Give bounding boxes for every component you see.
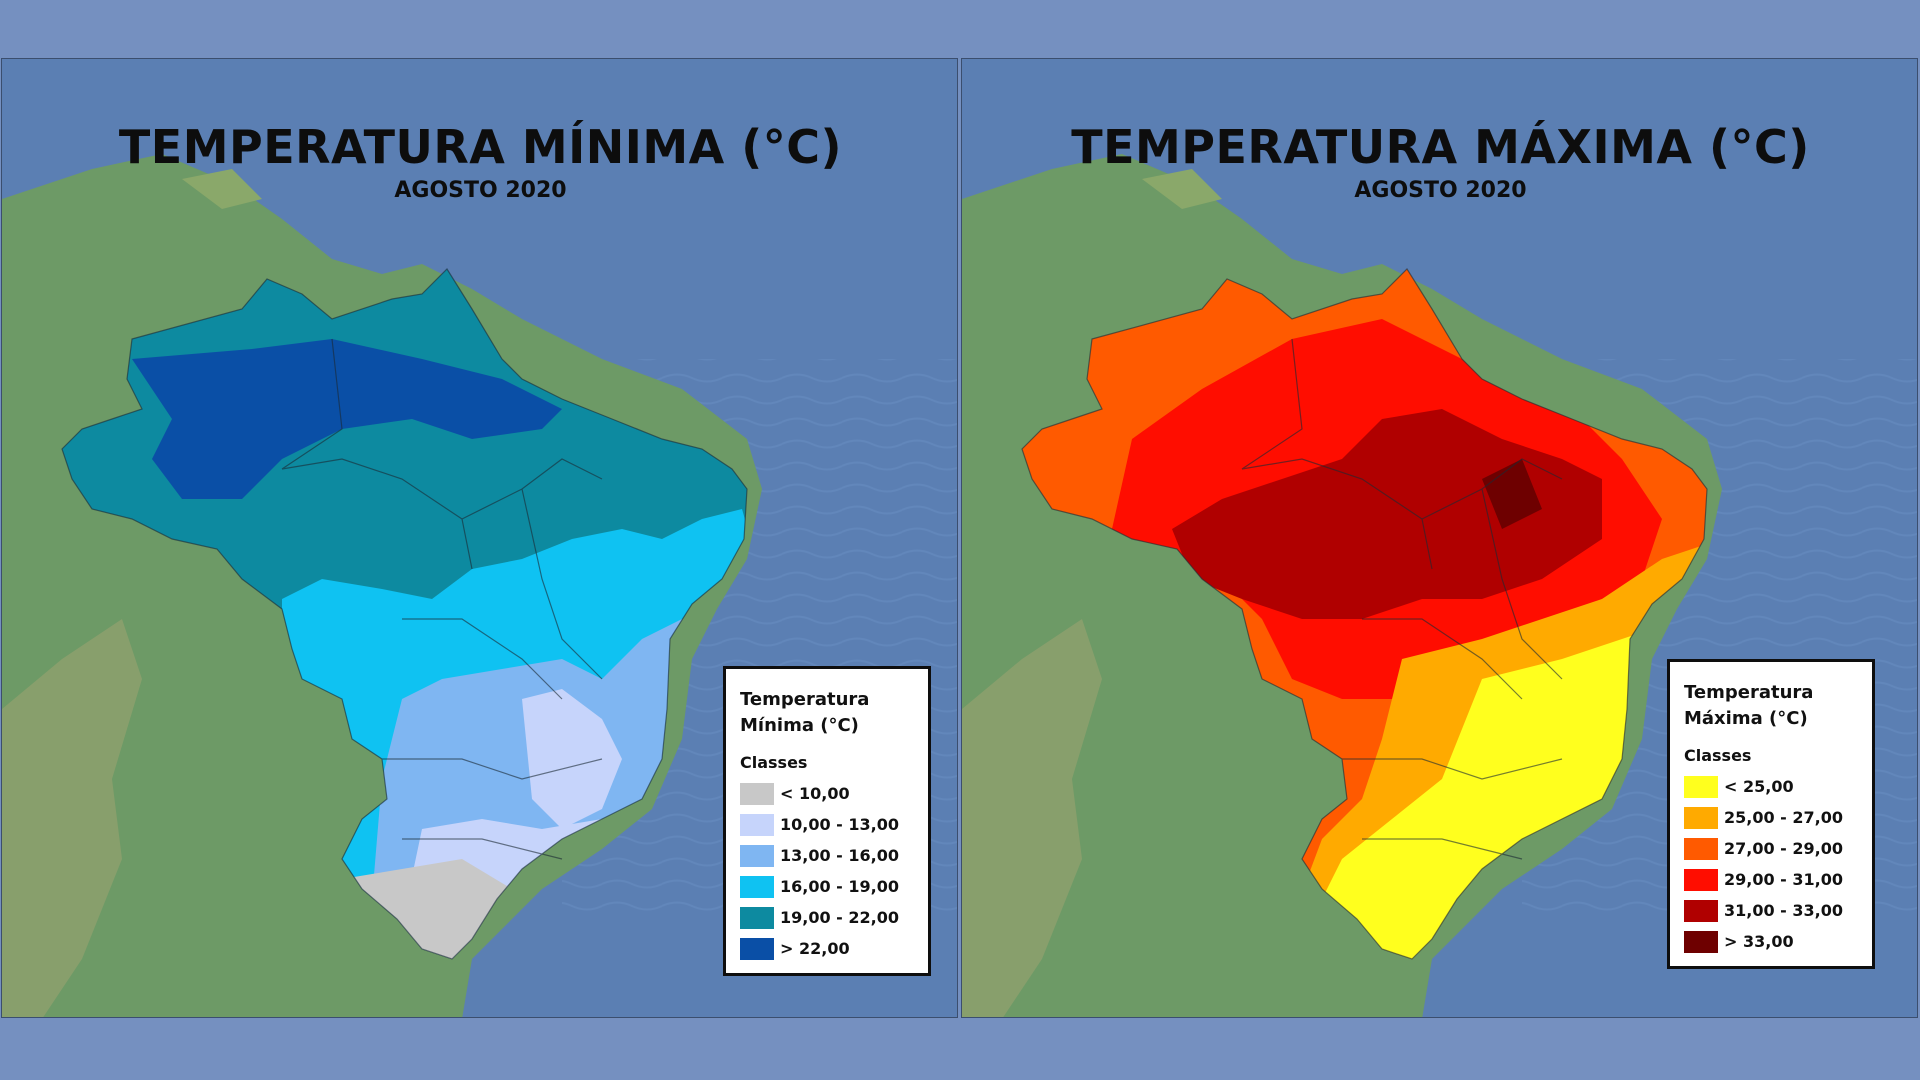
legend-item-label: > 22,00 <box>780 939 850 958</box>
legend-classes-label: Classes <box>740 753 808 772</box>
legend-item-label: 10,00 - 13,00 <box>780 815 899 834</box>
legend-swatch <box>1684 868 1718 891</box>
legend-item: > 33,00 <box>1684 926 1858 957</box>
map-subtitle: AGOSTO 2020 <box>394 178 567 203</box>
legend-item-label: 31,00 - 33,00 <box>1724 901 1843 920</box>
legend-swatch <box>1684 930 1718 953</box>
legend-item: 10,00 - 13,00 <box>740 809 914 840</box>
legend-maxima: Temperatura Máxima (°C) Classes < 25,00 … <box>1667 659 1875 969</box>
legend-swatch <box>1684 775 1718 798</box>
legend-swatch <box>740 844 774 867</box>
state-borders <box>61 268 748 960</box>
legend-item-label: 29,00 - 31,00 <box>1724 870 1843 889</box>
state-borders <box>1021 268 1708 960</box>
legend-item: < 25,00 <box>1684 771 1858 802</box>
legend-item-label: 13,00 - 16,00 <box>780 846 899 865</box>
legend-title: Temperatura Mínima (°C) <box>740 689 870 736</box>
map-title: TEMPERATURA MÁXIMA (°C) <box>1071 120 1810 174</box>
legend-classes-label: Classes <box>1684 746 1752 765</box>
map-panel-minima: TEMPERATURA MÍNIMA (°C) AGOSTO 2020 Temp… <box>1 58 958 1018</box>
legend-item-label: 27,00 - 29,00 <box>1724 839 1843 858</box>
legend-item: < 10,00 <box>740 778 914 809</box>
legend-item-label: < 25,00 <box>1724 777 1794 796</box>
map-minima <box>2 59 957 1017</box>
legend-item: 19,00 - 22,00 <box>740 902 914 933</box>
map-subtitle: AGOSTO 2020 <box>1354 178 1527 203</box>
legend-item: 13,00 - 16,00 <box>740 840 914 871</box>
legend-swatch <box>1684 837 1718 860</box>
legend-item: 31,00 - 33,00 <box>1684 895 1858 926</box>
legend-item: 25,00 - 27,00 <box>1684 802 1858 833</box>
legend-item: > 22,00 <box>740 933 914 964</box>
legend-swatch <box>740 906 774 929</box>
legend-item-label: < 10,00 <box>780 784 850 803</box>
map-panel-maxima: TEMPERATURA MÁXIMA (°C) AGOSTO 2020 Temp… <box>961 58 1918 1018</box>
legend-swatch <box>1684 899 1718 922</box>
map-title: TEMPERATURA MÍNIMA (°C) <box>118 120 843 174</box>
legend-swatch <box>740 937 774 960</box>
legend-item: 29,00 - 31,00 <box>1684 864 1858 895</box>
legend-swatch <box>740 813 774 836</box>
legend-swatch <box>1684 806 1718 829</box>
legend-swatch <box>740 782 774 805</box>
legend-item-label: 19,00 - 22,00 <box>780 908 899 927</box>
legend-swatch <box>740 875 774 898</box>
legend-minima: Temperatura Mínima (°C) Classes < 10,00 … <box>723 666 931 976</box>
legend-item: 16,00 - 19,00 <box>740 871 914 902</box>
legend-item: 27,00 - 29,00 <box>1684 833 1858 864</box>
legend-item-label: > 33,00 <box>1724 932 1794 951</box>
legend-title: Temperatura Máxima (°C) <box>1684 682 1814 729</box>
legend-item-label: 16,00 - 19,00 <box>780 877 899 896</box>
legend-item-label: 25,00 - 27,00 <box>1724 808 1843 827</box>
